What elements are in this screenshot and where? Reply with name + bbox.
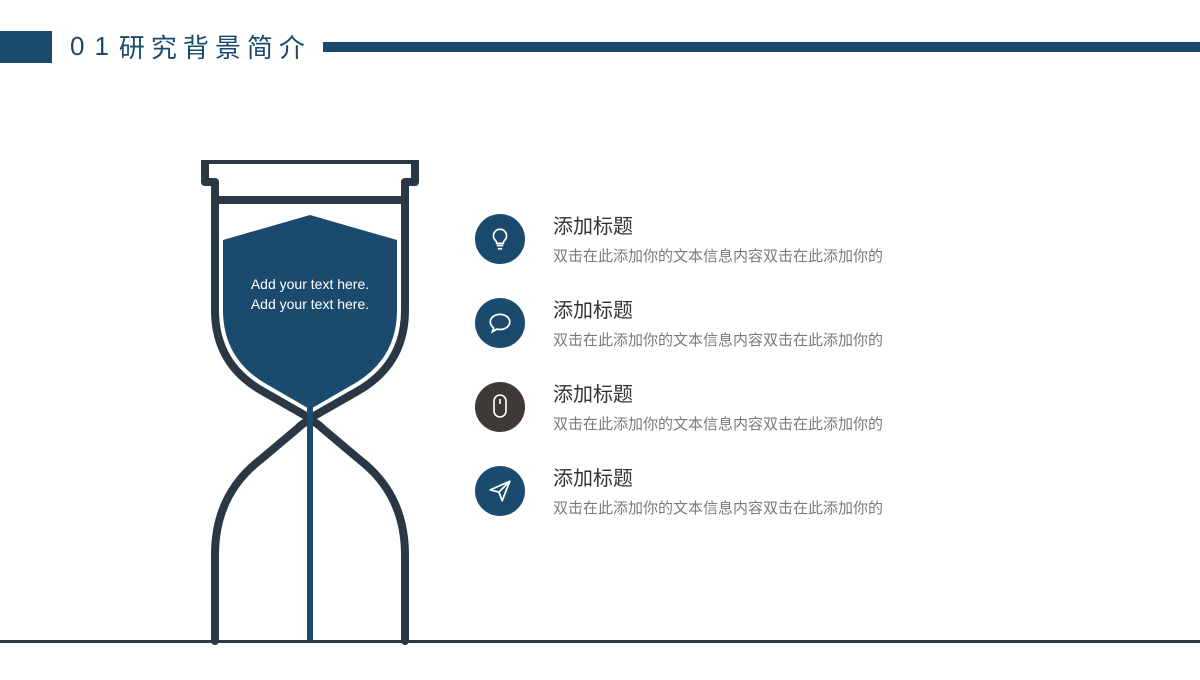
list-item: 添加标题 双击在此添加你的文本信息内容双击在此添加你的 xyxy=(475,294,1075,350)
hourglass-text-line2: Add your text here. xyxy=(180,294,440,314)
header-accent-block xyxy=(0,31,52,63)
hourglass-svg xyxy=(180,160,440,660)
item-desc: 双击在此添加你的文本信息内容双击在此添加你的 xyxy=(553,245,883,266)
header-number: 01 xyxy=(70,31,119,62)
item-desc: 双击在此添加你的文本信息内容双击在此添加你的 xyxy=(553,329,883,350)
list-item: 添加标题 双击在此添加你的文本信息内容双击在此添加你的 xyxy=(475,462,1075,518)
slide-header: 01 研究背景简介 xyxy=(0,28,1200,65)
bulb-icon xyxy=(475,214,525,264)
item-title: 添加标题 xyxy=(553,378,883,407)
list-item: 添加标题 双击在此添加你的文本信息内容双击在此添加你的 xyxy=(475,378,1075,434)
header-title: 研究背景简介 xyxy=(119,28,311,65)
item-title: 添加标题 xyxy=(553,294,883,323)
plane-icon xyxy=(475,466,525,516)
item-title: 添加标题 xyxy=(553,210,883,239)
hourglass-text-line1: Add your text here. xyxy=(180,274,440,294)
list-item: 添加标题 双击在此添加你的文本信息内容双击在此添加你的 xyxy=(475,210,1075,266)
hourglass-text: Add your text here. Add your text here. xyxy=(180,274,440,314)
mouse-icon xyxy=(475,382,525,432)
content-list: 添加标题 双击在此添加你的文本信息内容双击在此添加你的 添加标题 双击在此添加你… xyxy=(475,210,1075,546)
hourglass-graphic: Add your text here. Add your text here. xyxy=(180,160,440,660)
header-line xyxy=(323,42,1200,52)
chat-icon xyxy=(475,298,525,348)
item-desc: 双击在此添加你的文本信息内容双击在此添加你的 xyxy=(553,413,883,434)
item-desc: 双击在此添加你的文本信息内容双击在此添加你的 xyxy=(553,497,883,518)
item-title: 添加标题 xyxy=(553,462,883,491)
